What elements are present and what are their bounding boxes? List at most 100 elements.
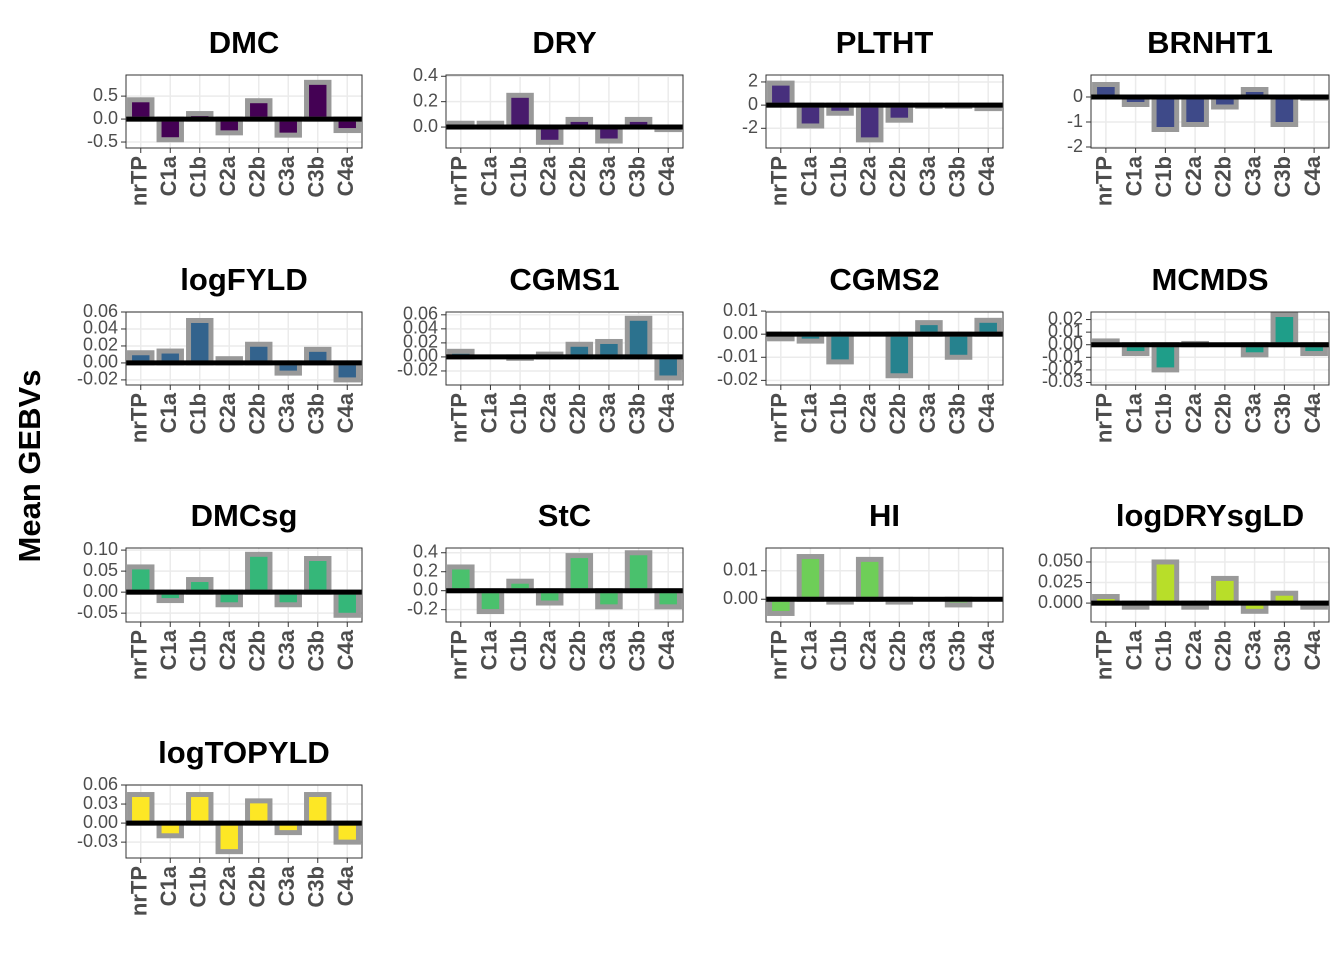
x-tick-label: C1b xyxy=(826,630,851,672)
bar xyxy=(1270,312,1299,348)
x-tick-label: C3a xyxy=(915,392,940,433)
bar xyxy=(885,331,914,379)
y-tick-label: 0.5 xyxy=(93,85,118,105)
x-tick-label: C3a xyxy=(915,629,940,670)
panel-border xyxy=(445,74,684,149)
x-tick-label: C4a xyxy=(1300,629,1325,670)
bar xyxy=(1151,559,1180,606)
x-tick-label: nrTP xyxy=(447,630,472,680)
panel-border xyxy=(125,311,363,386)
panel-border xyxy=(1090,311,1330,386)
bar xyxy=(944,331,973,360)
bar xyxy=(127,792,155,826)
y-tick-label: 0.4 xyxy=(413,541,438,561)
y-tick-label: 0.2 xyxy=(413,90,438,110)
panel-border xyxy=(765,311,1004,386)
y-tick-label: 0.01 xyxy=(1048,321,1083,341)
x-tick-label: C2b xyxy=(245,630,270,672)
panel-border xyxy=(445,547,684,623)
bar xyxy=(826,331,854,365)
y-tick-label: 0.0 xyxy=(93,108,118,128)
x-tick-label: C1b xyxy=(1151,630,1176,672)
x-tick-label: C4a xyxy=(974,155,999,196)
x-tick-label: C2b xyxy=(1211,393,1236,435)
x-tick-label: C3b xyxy=(304,393,329,435)
bar xyxy=(304,556,332,595)
y-tick-label: -0.5 xyxy=(87,131,118,151)
x-tick-label: C4a xyxy=(974,629,999,670)
panel-title: BRNHT1 xyxy=(1147,25,1273,60)
x-tick-label: C3b xyxy=(1270,393,1295,435)
y-tick-label: -0.02 xyxy=(77,369,118,389)
x-tick-label: C3b xyxy=(1270,156,1295,198)
y-tick-label: 0.2 xyxy=(413,560,438,580)
panel-background xyxy=(446,75,683,148)
x-tick-label: nrTP xyxy=(767,393,792,443)
x-tick-label: nrTP xyxy=(127,866,152,916)
x-tick-label: C2b xyxy=(565,156,590,198)
x-tick-label: C1a xyxy=(1121,629,1146,670)
y-tick-label: 0.06 xyxy=(83,774,118,794)
x-tick-label: C4a xyxy=(654,392,679,433)
x-tick-label: C2a xyxy=(1181,155,1206,196)
panel-border xyxy=(765,74,1004,149)
y-tick-label: 0.00 xyxy=(723,588,758,608)
panel-border xyxy=(445,311,684,386)
y-tick-label: 0.02 xyxy=(403,332,438,352)
bar xyxy=(186,792,214,826)
panel-title: StC xyxy=(538,498,591,533)
panel-title: DMCsg xyxy=(191,498,298,533)
y-tick-label: 0.01 xyxy=(723,300,758,320)
x-tick-label: C2a xyxy=(1181,629,1206,670)
bar xyxy=(304,79,332,122)
panel-border xyxy=(125,547,363,623)
x-tick-label: C1b xyxy=(1151,156,1176,198)
x-tick-label: C4a xyxy=(1300,155,1325,196)
x-tick-label: C1b xyxy=(506,393,531,435)
bar xyxy=(1270,94,1299,127)
bar xyxy=(245,551,273,595)
y-tick-label: -0.01 xyxy=(717,346,758,366)
x-tick-label: C1a xyxy=(796,155,821,196)
panel-title: logFYLD xyxy=(180,262,307,297)
x-tick-label: C4a xyxy=(974,392,999,433)
x-tick-label: C3b xyxy=(624,156,649,198)
y-tick-label: 0.04 xyxy=(83,318,118,338)
x-tick-label: C3b xyxy=(944,630,969,672)
x-tick-label: C3a xyxy=(1240,629,1265,670)
x-tick-label: C2b xyxy=(565,630,590,672)
y-tick-label: 0.02 xyxy=(83,335,118,355)
y-tick-label: -0.01 xyxy=(1042,346,1083,366)
panel-title: logDRYsgLD xyxy=(1116,498,1304,533)
bar xyxy=(855,102,884,143)
x-tick-label: C2a xyxy=(1181,392,1206,433)
x-tick-label: C3b xyxy=(304,866,329,908)
x-tick-label: C3b xyxy=(944,156,969,198)
x-tick-label: nrTP xyxy=(767,630,792,680)
y-tick-label: 0.06 xyxy=(83,301,118,321)
x-tick-label: C2b xyxy=(885,630,910,672)
x-tick-label: C2a xyxy=(536,155,561,196)
x-tick-label: C1b xyxy=(186,630,211,672)
x-tick-label: C3a xyxy=(274,865,299,906)
y-tick-label: 0.00 xyxy=(1048,333,1083,353)
x-tick-label: C2b xyxy=(245,866,270,908)
y-tick-label: 0.00 xyxy=(403,346,438,366)
bar xyxy=(333,820,361,845)
x-tick-label: C1b xyxy=(186,866,211,908)
panel-title: DRY xyxy=(532,25,597,60)
bar xyxy=(624,315,653,360)
y-tick-label: -0.02 xyxy=(397,360,438,380)
x-tick-label: C2b xyxy=(1211,156,1236,198)
panel-border xyxy=(765,547,1004,623)
x-tick-label: C4a xyxy=(333,392,358,433)
bar xyxy=(1151,342,1180,373)
x-tick-label: nrTP xyxy=(1092,630,1117,680)
bar xyxy=(304,792,332,826)
y-tick-label: -2 xyxy=(742,117,758,137)
y-tick-label: 0.00 xyxy=(83,581,118,601)
x-tick-label: C3b xyxy=(624,630,649,672)
x-tick-label: C1a xyxy=(796,629,821,670)
bar xyxy=(796,554,825,602)
bar xyxy=(333,589,361,618)
